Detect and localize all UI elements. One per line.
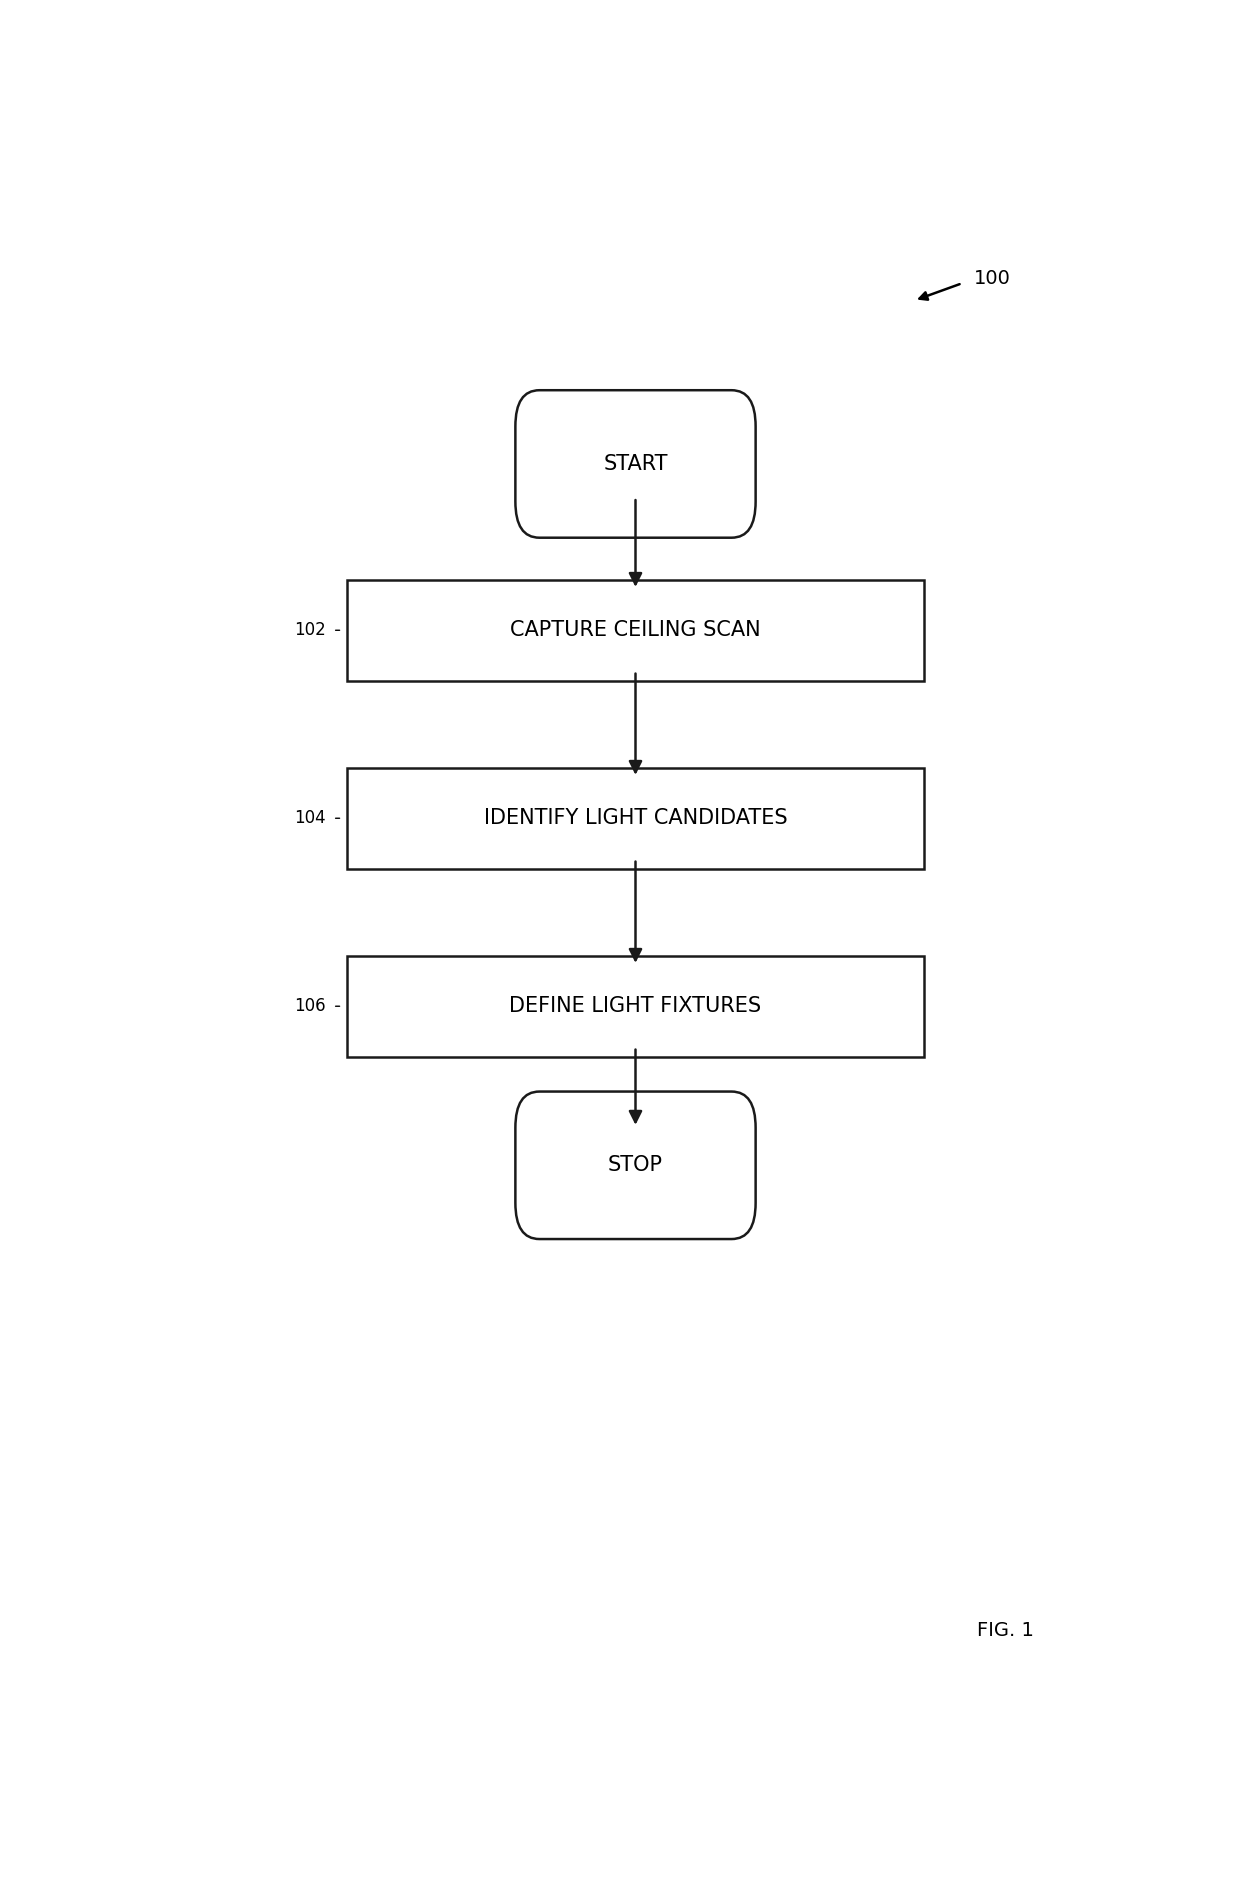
Text: 100: 100 bbox=[973, 269, 1011, 289]
Bar bbox=[347, 768, 924, 870]
FancyBboxPatch shape bbox=[516, 391, 755, 537]
Bar bbox=[347, 956, 924, 1057]
Text: IDENTIFY LIGHT CANDIDATES: IDENTIFY LIGHT CANDIDATES bbox=[484, 808, 787, 828]
Text: STOP: STOP bbox=[608, 1155, 663, 1176]
Text: START: START bbox=[603, 454, 668, 473]
Text: DEFINE LIGHT FIXTURES: DEFINE LIGHT FIXTURES bbox=[510, 995, 761, 1016]
Bar bbox=[347, 580, 924, 682]
Text: CAPTURE CEILING SCAN: CAPTURE CEILING SCAN bbox=[510, 620, 761, 640]
Text: 106: 106 bbox=[294, 997, 326, 1016]
Text: FIG. 1: FIG. 1 bbox=[977, 1621, 1034, 1639]
Text: 104: 104 bbox=[294, 809, 326, 826]
Text: 102: 102 bbox=[294, 622, 326, 639]
FancyBboxPatch shape bbox=[516, 1091, 755, 1239]
